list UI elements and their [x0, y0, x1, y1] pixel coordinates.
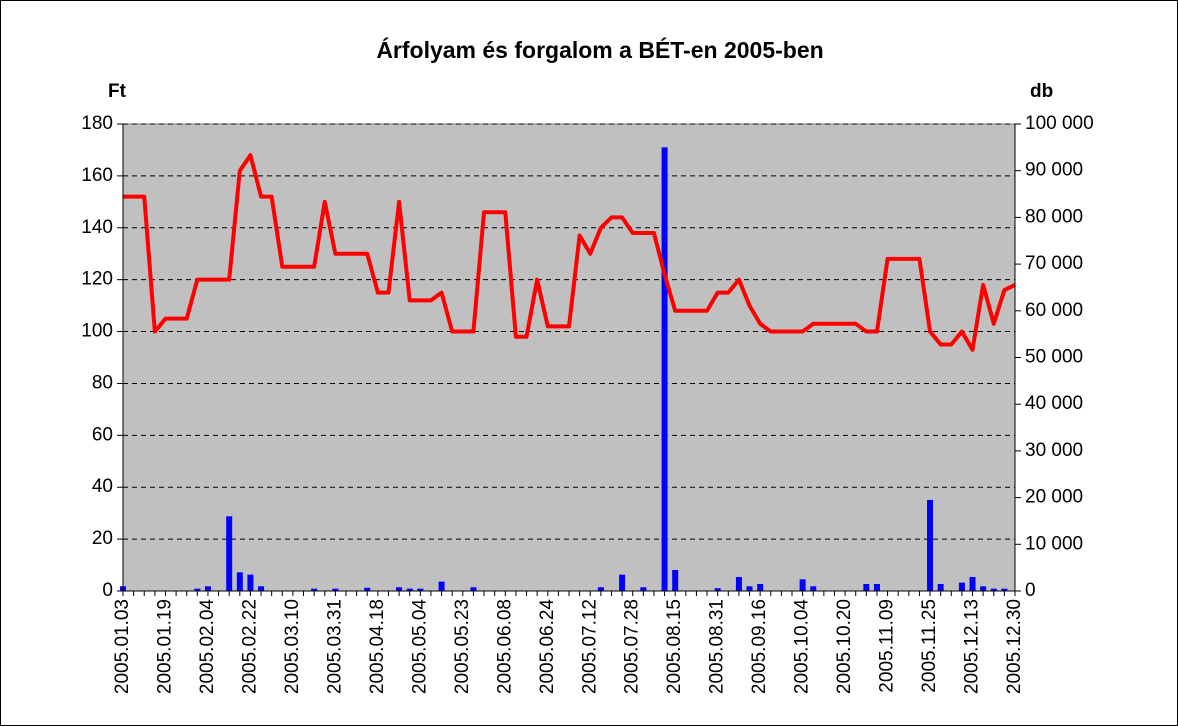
x-tick-label: 2005.09.16 — [749, 599, 770, 694]
y-tick-label: 80 — [92, 372, 113, 393]
bar — [236, 572, 243, 591]
x-tick-label: 2005.10.04 — [792, 599, 813, 695]
bar — [396, 587, 403, 591]
x-tick-label: 2005.05.04 — [409, 599, 430, 695]
bar — [810, 586, 817, 591]
bar — [958, 582, 965, 591]
y-tick-label: 140 — [81, 217, 113, 238]
y2-tick-label: 40 000 — [1025, 393, 1083, 414]
bar — [194, 588, 201, 591]
bar — [799, 579, 806, 591]
x-tick-label: 2005.10.20 — [834, 599, 855, 694]
y-tick-label: 180 — [81, 113, 113, 134]
x-tick-label: 2005.03.31 — [324, 599, 345, 694]
x-tick-label: 2005.03.10 — [282, 599, 303, 694]
chart-title: Árfolyam és forgalom a BÉT-en 2005-ben — [376, 36, 823, 63]
x-tick-label: 2005.11.09 — [877, 599, 898, 693]
bar — [990, 588, 997, 591]
bar — [873, 583, 880, 591]
y2-tick-label: 20 000 — [1025, 487, 1083, 508]
x-tick-label: 2005.02.04 — [197, 599, 218, 695]
bar — [757, 583, 764, 591]
bar — [735, 576, 742, 591]
bar — [937, 583, 944, 591]
x-tick-label: 2005.11.25 — [919, 599, 940, 693]
bar — [258, 586, 265, 591]
bar — [969, 576, 976, 591]
bar — [332, 588, 339, 591]
bar — [714, 588, 721, 591]
y-tick-label: 160 — [81, 165, 113, 186]
y2-tick-label: 100 000 — [1025, 113, 1094, 134]
bar — [204, 586, 211, 591]
y2-axis-title: db — [1030, 81, 1053, 102]
y-tick-label: 40 — [92, 476, 113, 497]
plot-area — [122, 123, 1016, 592]
x-tick-label: 2005.08.15 — [664, 599, 685, 694]
bar — [311, 588, 318, 591]
bar — [640, 587, 647, 591]
y2-tick-label: 10 000 — [1025, 533, 1083, 554]
bar — [364, 587, 371, 591]
x-tick-label: 2005.02.22 — [239, 599, 260, 694]
bar — [1001, 588, 1008, 591]
x-tick-label: 2005.06.08 — [494, 599, 515, 694]
bar — [597, 587, 604, 591]
y-tick-label: 100 — [81, 321, 113, 342]
y2-tick-label: 30 000 — [1025, 440, 1083, 461]
y-tick-label: 120 — [81, 269, 113, 290]
bar — [980, 586, 987, 591]
x-tick-label: 2005.06.24 — [537, 599, 558, 695]
y-tick-label: 20 — [92, 528, 113, 549]
bar — [417, 588, 424, 591]
x-tick-label: 2005.01.03 — [112, 599, 133, 694]
bar — [247, 574, 254, 591]
bar — [661, 147, 668, 591]
bar — [746, 586, 753, 591]
y2-tick-label: 50 000 — [1025, 347, 1083, 368]
bar — [927, 499, 934, 591]
bar — [470, 587, 477, 591]
price-line — [123, 153, 1016, 352]
y-tick-label: 0 — [102, 580, 113, 601]
bar — [406, 588, 413, 591]
x-tick-label: 2005.05.23 — [452, 599, 473, 694]
x-tick-label: 2005.08.31 — [707, 599, 728, 694]
y2-tick-label: 90 000 — [1025, 160, 1083, 181]
y-tick-label: 60 — [92, 424, 113, 445]
y2-tick-label: 0 — [1025, 580, 1036, 601]
bar — [672, 569, 679, 591]
x-tick-label: 2005.07.12 — [579, 599, 600, 694]
x-tick-label: 2005.12.30 — [1004, 599, 1025, 694]
y-axis-title: Ft — [108, 81, 127, 102]
bar — [438, 581, 445, 591]
x-tick-label: 2005.07.28 — [622, 599, 643, 694]
y2-tick-label: 80 000 — [1025, 206, 1083, 227]
x-tick-label: 2005.01.19 — [154, 599, 175, 694]
bar — [226, 516, 233, 591]
bar — [863, 583, 870, 591]
y2-tick-label: 60 000 — [1025, 300, 1083, 321]
bar — [619, 574, 626, 591]
x-tick-label: 2005.04.18 — [367, 599, 388, 694]
y2-tick-label: 70 000 — [1025, 253, 1083, 274]
x-tick-label: 2005.12.13 — [962, 599, 983, 694]
